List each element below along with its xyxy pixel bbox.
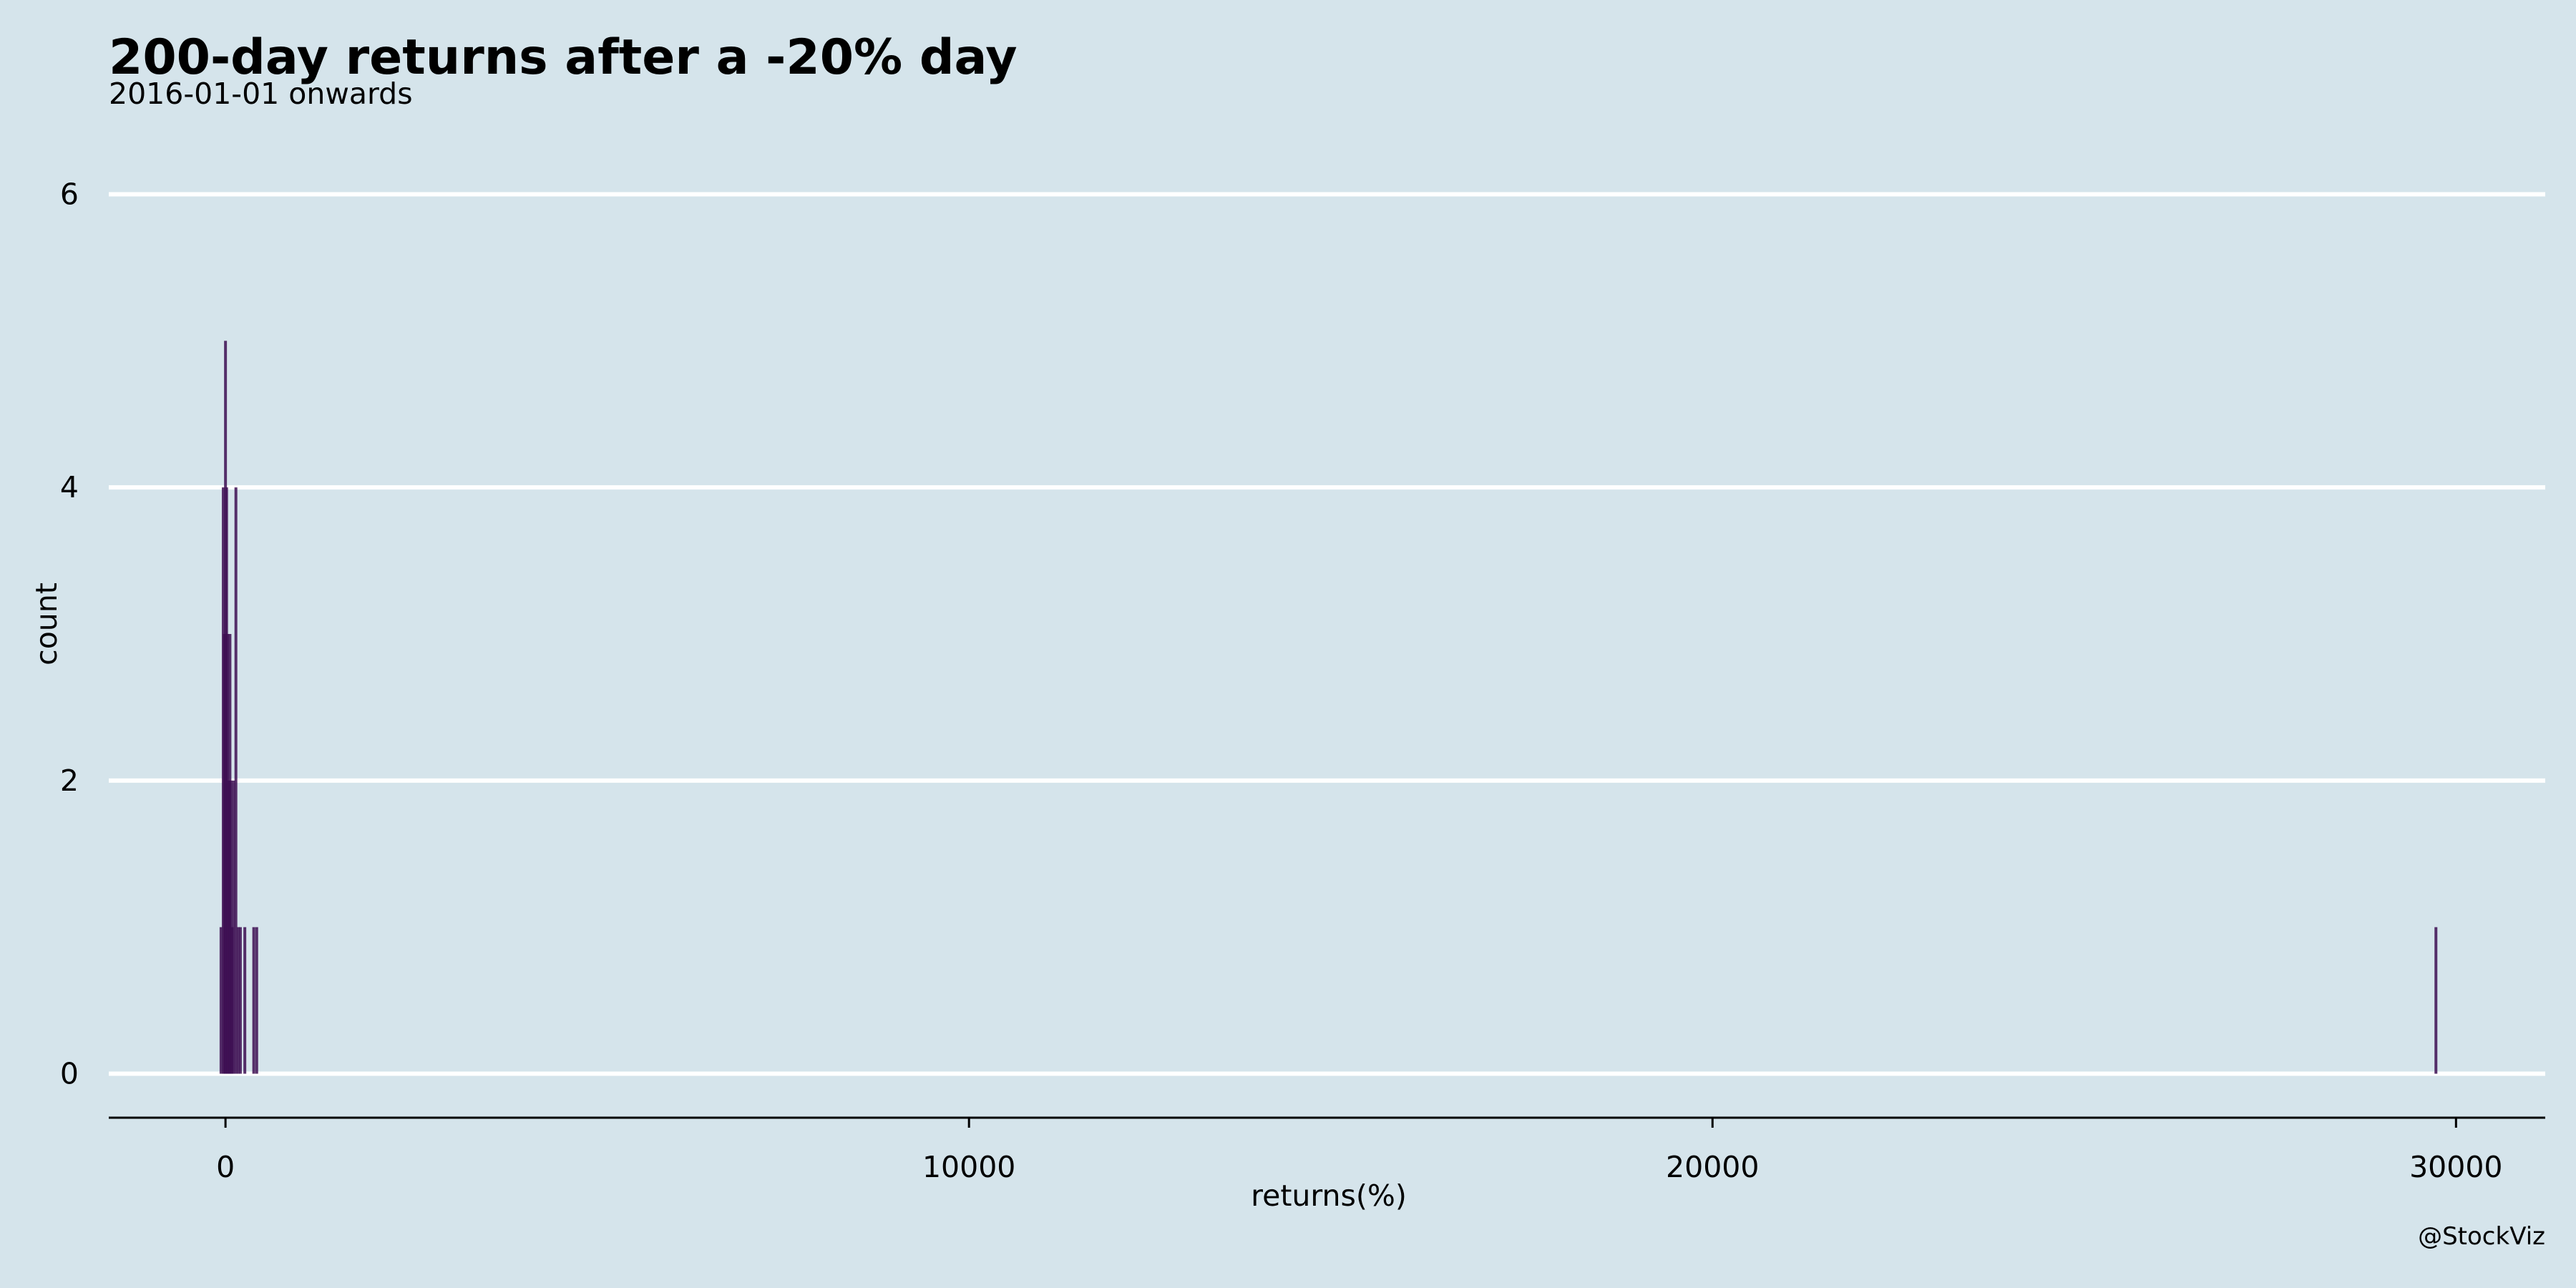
y-axis-title: count: [29, 582, 64, 665]
histogram-bar: [232, 780, 235, 1074]
histogram-bar: [252, 927, 255, 1074]
histogram-bar: [236, 927, 240, 1074]
y-tick-label: 0: [60, 1057, 79, 1091]
y-tick-label: 6: [60, 177, 79, 211]
histogram-bars: [219, 341, 2438, 1074]
chart-subtitle: 2016-01-01 onwards: [109, 77, 413, 111]
histogram-bar: [2434, 927, 2438, 1074]
chart-title: 200-day returns after a -20% day: [109, 29, 1018, 86]
chart-caption: @StockViz: [2418, 1222, 2545, 1251]
x-axis-title: returns(%): [1251, 1179, 1407, 1213]
y-tick-label: 4: [60, 470, 79, 504]
x-tick-label: 10000: [922, 1150, 1015, 1184]
x-axis-ticks: 0 10000 20000 30000: [216, 1118, 2503, 1184]
y-tick-label: 2: [60, 763, 79, 798]
histogram-bar: [243, 927, 247, 1074]
gridlines: [109, 192, 2545, 1076]
x-tick-label: 20000: [1666, 1150, 1759, 1184]
histogram-bar: [234, 487, 238, 1074]
x-tick-label: 0: [216, 1150, 235, 1184]
histogram-bar: [255, 927, 258, 1074]
x-tick-label: 30000: [2409, 1150, 2502, 1184]
histogram-bar: [230, 927, 234, 1074]
histogram-bar: [219, 927, 223, 1074]
y-axis-ticks: 0 2 4 6: [60, 177, 79, 1091]
histogram-bar: [238, 927, 242, 1074]
